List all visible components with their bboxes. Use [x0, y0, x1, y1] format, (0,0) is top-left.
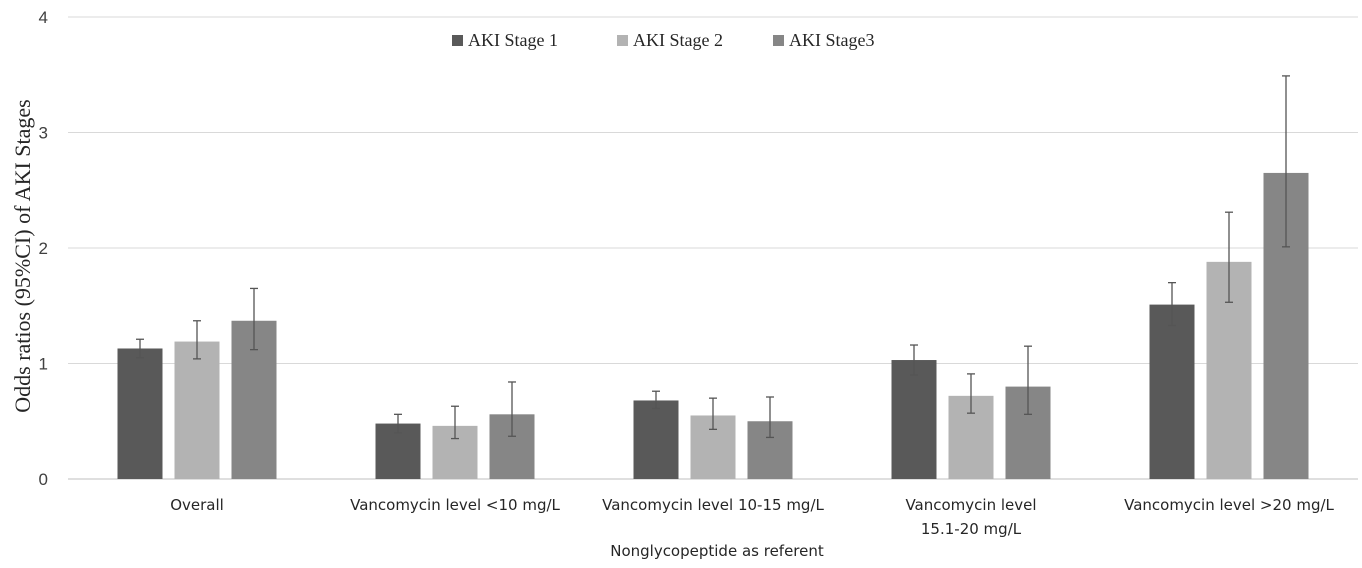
error-bar [508, 381, 516, 437]
x-category-label: Vancomycin level <10 mg/L [350, 496, 560, 514]
legend: AKI Stage 1 AKI Stage 2 AKI Stage3 [452, 30, 874, 50]
legend-item: AKI Stage3 [773, 30, 874, 50]
error-bar [451, 405, 459, 440]
legend-swatch [452, 35, 463, 46]
y-tick-label: 1 [39, 355, 48, 374]
error-bar [1225, 211, 1233, 303]
bars [117, 172, 1309, 480]
y-axis-label: Odds ratios (95%CI) of AKI Stages [10, 99, 35, 412]
error-bars [136, 75, 1290, 440]
error-bar [709, 397, 717, 430]
error-bar [1282, 75, 1290, 248]
error-bar [136, 338, 144, 359]
error-bar [910, 344, 918, 376]
legend-swatch [617, 35, 628, 46]
x-category-label: Vancomycin level [905, 496, 1036, 514]
error-bar [766, 396, 774, 439]
bar-aki-stage-2-0 [174, 341, 220, 479]
x-category-label: 15.1-20 mg/L [921, 520, 1022, 538]
y-tick-label: 2 [39, 239, 48, 258]
y-axis-ticks: 0 1 2 3 4 [39, 8, 48, 489]
error-bar [394, 413, 402, 434]
legend-label: AKI Stage3 [789, 30, 874, 50]
bar-aki-stage-1-2 [633, 400, 679, 479]
legend-label: AKI Stage 2 [633, 30, 723, 50]
legend-swatch [773, 35, 784, 46]
y-tick-label: 4 [39, 8, 48, 27]
legend-item: AKI Stage 2 [617, 30, 723, 50]
error-bar [1168, 281, 1176, 327]
error-bar [1024, 345, 1032, 415]
error-bar [967, 373, 975, 414]
x-category-label: Vancomycin level 10-15 mg/L [602, 496, 824, 514]
error-bar [193, 320, 201, 360]
bar-aki-stage-1-4 [1149, 304, 1195, 479]
x-axis-categories: Overall Vancomycin level <10 mg/L Vancomyc… [170, 496, 1334, 538]
y-tick-label: 3 [39, 124, 48, 143]
x-category-label: Overall [170, 496, 224, 514]
legend-label: AKI Stage 1 [468, 30, 558, 50]
y-tick-label: 0 [39, 470, 48, 489]
gridlines [68, 16, 1358, 480]
x-category-label: Vancomycin level >20 mg/L [1124, 496, 1334, 514]
legend-item: AKI Stage 1 [452, 30, 558, 50]
error-bar [652, 390, 660, 410]
bar-aki-stage-1-3 [891, 360, 937, 479]
bar-aki-stage-1-0 [117, 348, 163, 479]
error-bar [250, 287, 258, 351]
x-axis-label: Nonglycopeptide as referent [610, 542, 824, 560]
